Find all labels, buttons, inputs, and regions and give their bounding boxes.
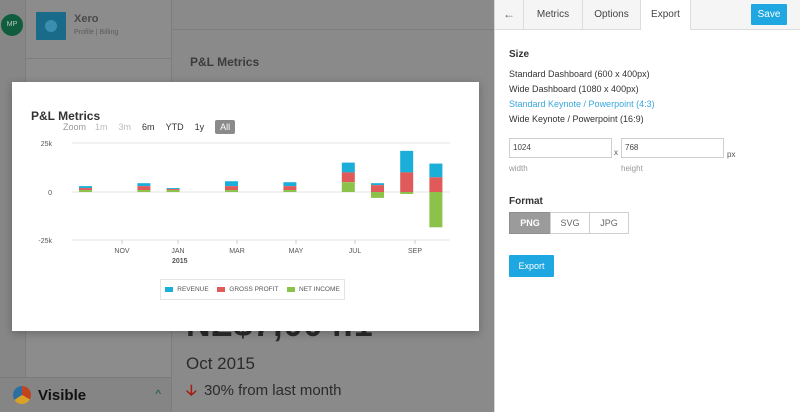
- chevron-up-icon[interactable]: ^: [155, 387, 161, 401]
- legend-item[interactable]: REVENUE: [165, 286, 209, 293]
- zoom-label: Zoom: [63, 122, 87, 132]
- bar-revenue: [283, 182, 297, 187]
- arrow-down-icon: 🡣: [186, 382, 197, 399]
- bar-net-income: [225, 190, 238, 192]
- section-title: P&L Metrics: [190, 55, 260, 69]
- bar-net-income: [371, 192, 384, 198]
- x-tick-label: NOV: [114, 248, 130, 255]
- export-panel: ← Metrics Options Export Save Size Stand…: [494, 0, 800, 412]
- bar-net-income: [400, 192, 414, 194]
- metric-period: Oct 2015: [186, 354, 255, 373]
- bar-gross-profit: [429, 177, 443, 192]
- x-tick-label: JAN: [171, 248, 184, 255]
- bar-revenue: [341, 162, 355, 173]
- range-1m[interactable]: 1m: [95, 122, 108, 132]
- legend-label: NET INCOME: [299, 286, 340, 293]
- range-3m[interactable]: 3m: [118, 122, 132, 132]
- legend-label: REVENUE: [177, 286, 209, 293]
- avatar[interactable]: MP: [1, 14, 23, 36]
- bar-gross-profit: [371, 185, 384, 192]
- y-tick-label: 0: [48, 190, 52, 197]
- x-tick-label: MAY: [289, 248, 304, 255]
- bar-revenue: [400, 150, 414, 173]
- back-arrow-icon[interactable]: ←: [495, 0, 524, 29]
- bar-gross-profit: [341, 172, 355, 183]
- legend-swatch: [165, 287, 174, 292]
- zoom-range-selector: Zoom 1m 3m 6m YTD 1y All: [63, 119, 246, 135]
- bar-gross-profit: [137, 186, 151, 191]
- bar-net-income: [341, 182, 355, 192]
- legend-label: GROSS PROFIT: [229, 286, 279, 293]
- visible-logo-icon: [13, 386, 31, 404]
- brand-bar: Visible ^: [0, 377, 171, 412]
- save-button[interactable]: Save: [751, 4, 787, 25]
- x-tick-label: JUL: [349, 248, 362, 255]
- org-logo: [36, 12, 66, 40]
- range-all[interactable]: All: [215, 120, 236, 134]
- format-selector: PNG SVG JPG: [509, 212, 629, 234]
- chart-title: P&L Metrics: [31, 109, 101, 123]
- sidebar-divider: [25, 58, 171, 59]
- range-6m[interactable]: 6m: [142, 122, 155, 132]
- legend-swatch: [217, 287, 226, 292]
- chart-legend: REVENUE GROSS PROFIT NET INCOME: [160, 279, 345, 300]
- legend-swatch: [287, 287, 295, 292]
- dimension-separator: x: [614, 148, 618, 157]
- bar-gross-profit: [166, 189, 180, 191]
- format-png-button[interactable]: PNG: [509, 212, 551, 234]
- tab-options[interactable]: Options: [583, 0, 641, 29]
- bar-net-income: [79, 190, 92, 192]
- x-tick-label: MAR: [229, 248, 245, 255]
- size-option-standard-dashboard[interactable]: Standard Dashboard (600 x 400px): [509, 69, 650, 79]
- export-button[interactable]: Export: [509, 255, 554, 277]
- width-input[interactable]: 1024: [509, 138, 612, 158]
- header-divider: [172, 29, 494, 30]
- format-svg-button[interactable]: SVG: [550, 212, 590, 234]
- width-label: width: [509, 164, 528, 173]
- chart-preview-card: P&L Metrics Zoom 1m 3m 6m YTD 1y All 25k…: [12, 82, 479, 331]
- px-unit-label: px: [727, 150, 736, 159]
- bar-revenue: [371, 183, 384, 186]
- y-tick-label: -25k: [38, 238, 52, 245]
- format-jpg-button[interactable]: JPG: [589, 212, 629, 234]
- size-option-wide-dashboard[interactable]: Wide Dashboard (1080 x 400px): [509, 84, 639, 94]
- height-label: height: [621, 164, 643, 173]
- legend-item[interactable]: GROSS PROFIT: [217, 286, 278, 293]
- size-option-standard-keynote[interactable]: Standard Keynote / Powerpoint (4:3): [509, 99, 655, 109]
- bar-revenue: [79, 186, 92, 189]
- x-year-label: 2015: [172, 258, 188, 265]
- x-tick-label: SEP: [408, 248, 422, 255]
- bar-net-income: [166, 190, 180, 192]
- bar-revenue: [429, 163, 443, 178]
- height-input[interactable]: 768: [621, 138, 724, 158]
- legend-item[interactable]: NET INCOME: [287, 286, 340, 293]
- y-tick-label: 25k: [41, 141, 53, 148]
- bar-gross-profit: [225, 186, 238, 191]
- bar-revenue: [166, 188, 180, 190]
- tab-export[interactable]: Export: [641, 0, 691, 30]
- range-1y[interactable]: 1y: [194, 122, 205, 132]
- bar-gross-profit: [79, 188, 92, 191]
- bar-revenue: [225, 181, 238, 187]
- org-subtitle[interactable]: Profile | Billing: [74, 29, 119, 36]
- bar-net-income: [283, 190, 297, 192]
- pl-chart: 25k 0 -25k NOV JAN MAR MAY JUL SEP 2015: [38, 141, 450, 265]
- size-heading: Size: [509, 49, 530, 60]
- size-option-wide-keynote[interactable]: Wide Keynote / Powerpoint (16:9): [509, 114, 644, 124]
- bar-gross-profit: [400, 172, 414, 192]
- bar-net-income: [429, 192, 443, 228]
- range-ytd[interactable]: YTD: [165, 122, 184, 132]
- org-name[interactable]: Xero: [74, 13, 99, 25]
- bar-net-income: [137, 190, 151, 192]
- metric-change: 🡣 30% from last month: [186, 380, 342, 405]
- panel-tabs: ← Metrics Options Export Save: [495, 0, 800, 30]
- brand-name: Visible: [38, 387, 87, 404]
- bar-revenue: [137, 183, 151, 187]
- format-heading: Format: [509, 196, 543, 207]
- bar-gross-profit: [283, 186, 297, 191]
- metric-change-text: 30% from last month: [203, 382, 342, 399]
- tab-metrics[interactable]: Metrics: [524, 0, 583, 29]
